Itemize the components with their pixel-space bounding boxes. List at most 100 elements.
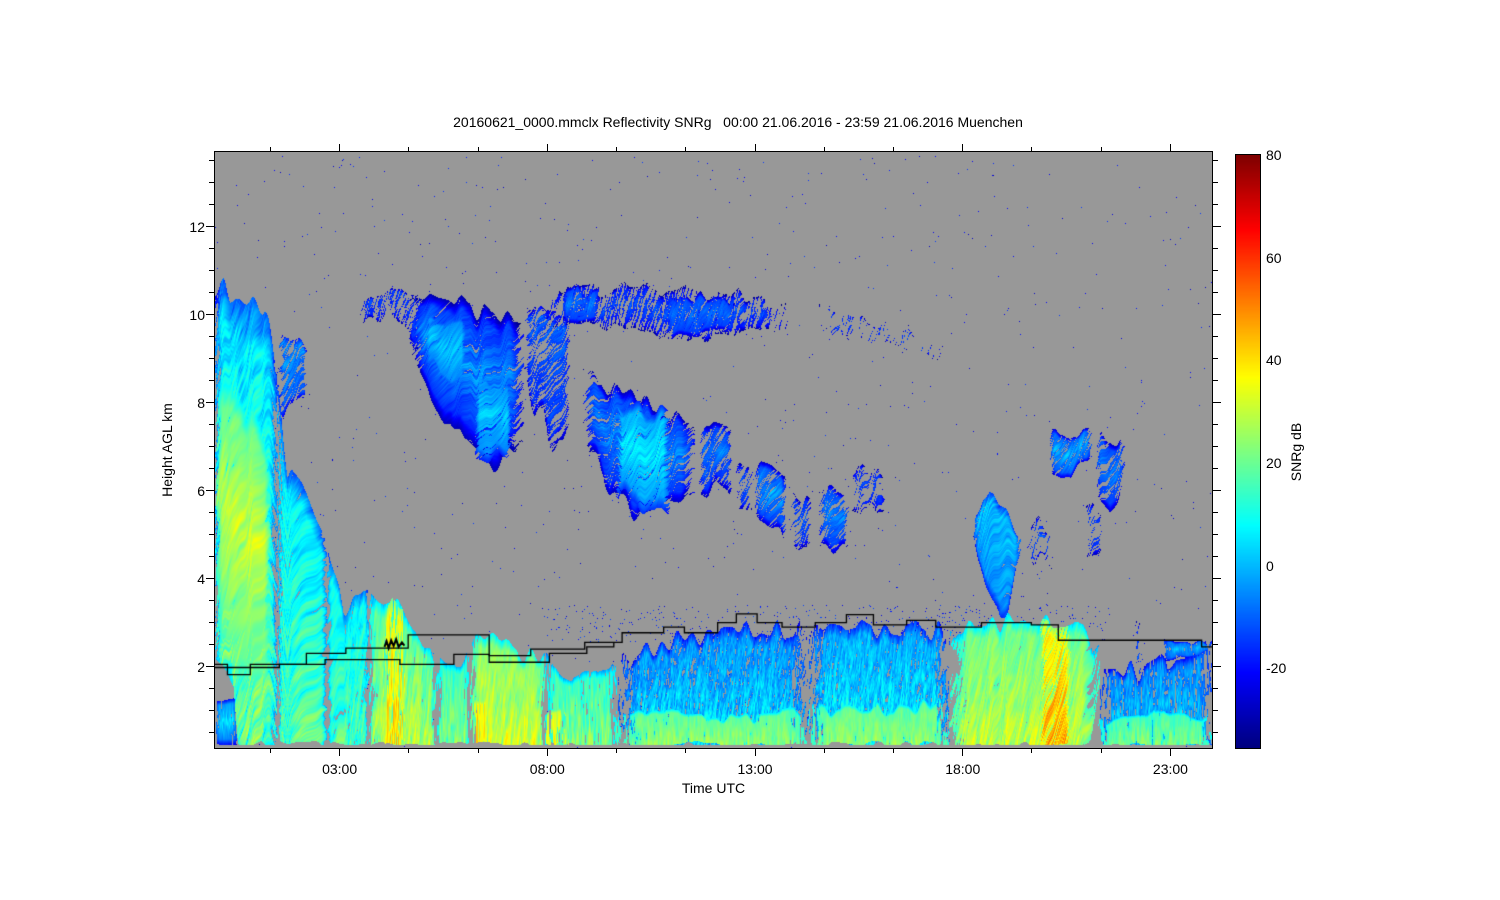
y-axis-minor-tick [1212, 446, 1218, 448]
x-axis-major-tick [546, 144, 548, 152]
y-axis-minor-tick [1212, 468, 1218, 470]
y-axis-minor-tick [209, 688, 215, 690]
x-axis-major-tick [1169, 748, 1171, 756]
x-axis-major-tick [754, 748, 756, 756]
y-axis-minor-tick [1212, 732, 1218, 734]
y-axis-minor-tick [209, 248, 215, 250]
y-axis-minor-tick [1212, 160, 1218, 162]
y-axis-minor-tick [209, 424, 215, 426]
y-axis-minor-tick [1212, 380, 1218, 382]
y-axis-minor-tick [1212, 622, 1218, 624]
y-axis-minor-tick [209, 446, 215, 448]
plot-title: 20160621_0000.mmclx Reflectivity SNRg 00… [453, 114, 1023, 130]
y-axis-tick-label: 12 [189, 218, 205, 235]
y-axis-major-tick [206, 666, 215, 668]
x-axis-minor-tick [477, 147, 479, 152]
x-axis-tick-label: 03:00 [322, 761, 358, 777]
y-axis-minor-tick [209, 556, 215, 558]
y-axis-tick-label: 2 [197, 658, 205, 675]
colorbar-tick-label: 60 [1266, 249, 1282, 266]
x-axis-minor-tick [1100, 748, 1102, 753]
x-axis-minor-tick [685, 147, 687, 152]
colorbar-tick-label: 40 [1266, 352, 1282, 369]
x-axis-minor-tick [408, 147, 410, 152]
y-axis-minor-tick [1212, 204, 1218, 206]
y-axis-tick-label: 6 [197, 482, 205, 499]
y-axis-minor-tick [1212, 556, 1218, 558]
y-axis-major-tick [206, 314, 215, 316]
y-axis-minor-tick [1212, 358, 1218, 360]
y-axis-minor-tick [1212, 248, 1218, 250]
colorbar-tick-label: -20 [1266, 660, 1287, 677]
y-axis-minor-tick [1212, 688, 1218, 690]
y-axis-minor-tick [1212, 644, 1218, 646]
y-axis-minor-tick [209, 732, 215, 734]
y-axis-minor-tick [1212, 292, 1218, 294]
y-axis-title: Height AGL km [159, 403, 175, 497]
y-axis-major-tick [206, 226, 215, 228]
y-axis-minor-tick [1212, 512, 1218, 514]
x-axis-minor-tick [269, 147, 271, 152]
x-axis-tick-label: 08:00 [529, 761, 565, 777]
y-axis-major-tick [1212, 314, 1221, 316]
x-axis-tick-label: 18:00 [945, 761, 981, 777]
y-axis-major-tick [206, 490, 215, 492]
x-axis-minor-tick [1031, 748, 1033, 753]
x-axis-tick-label: 23:00 [1152, 761, 1188, 777]
y-axis-minor-tick [209, 292, 215, 294]
colorbar-tick-label: 80 [1266, 147, 1282, 163]
x-axis-minor-tick [616, 147, 618, 152]
x-axis-major-tick [339, 748, 341, 756]
colorbar-title: SNRg dB [1288, 422, 1304, 482]
x-axis-major-tick [962, 748, 964, 756]
y-axis-minor-tick [209, 160, 215, 162]
y-axis-minor-tick [209, 358, 215, 360]
y-axis-minor-tick [209, 468, 215, 470]
y-axis-minor-tick [209, 512, 215, 514]
y-axis-minor-tick [209, 204, 215, 206]
x-axis-minor-tick [823, 147, 825, 152]
y-axis-minor-tick [1212, 710, 1218, 712]
y-axis-tick-label: 10 [189, 306, 205, 323]
y-axis-major-tick [1212, 226, 1221, 228]
colorbar-tick-label: 0 [1266, 557, 1274, 574]
y-axis-minor-tick [1212, 424, 1218, 426]
heatmap-plot-area [206, 144, 1221, 756]
y-axis-tick-label: 8 [197, 394, 205, 411]
y-axis-major-tick [1212, 666, 1221, 668]
y-axis-minor-tick [209, 534, 215, 536]
x-axis-tick-label: 13:00 [737, 761, 773, 777]
x-axis-major-tick [962, 144, 964, 152]
colorbar [1235, 154, 1261, 749]
colorbar-tick-label: 20 [1266, 455, 1282, 472]
colorbar-canvas [1236, 155, 1260, 748]
x-axis-minor-tick [408, 748, 410, 753]
x-axis-minor-tick [1031, 147, 1033, 152]
y-axis-minor-tick [209, 182, 215, 184]
x-axis-title: Time UTC [681, 780, 746, 796]
y-axis-minor-tick [209, 336, 215, 338]
x-axis-major-tick [754, 144, 756, 152]
x-axis-major-tick [1169, 144, 1171, 152]
y-axis-minor-tick [209, 710, 215, 712]
y-axis-minor-tick [1212, 534, 1218, 536]
y-axis-minor-tick [209, 600, 215, 602]
y-axis-minor-tick [209, 622, 215, 624]
y-axis-minor-tick [209, 270, 215, 272]
y-axis-minor-tick [209, 380, 215, 382]
y-axis-minor-tick [1212, 270, 1218, 272]
y-axis-minor-tick [1212, 336, 1218, 338]
y-axis-major-tick [1212, 490, 1221, 492]
x-axis-minor-tick [269, 748, 271, 753]
x-axis-major-tick [546, 748, 548, 756]
y-axis-major-tick [206, 402, 215, 404]
heatmap-canvas [215, 152, 1212, 748]
x-axis-minor-tick [616, 748, 618, 753]
y-axis-major-tick [206, 578, 215, 580]
y-axis-minor-tick [209, 644, 215, 646]
x-axis-major-tick [339, 144, 341, 152]
y-axis-major-tick [1212, 578, 1221, 580]
x-axis-minor-tick [893, 147, 894, 152]
y-axis-minor-tick [1212, 182, 1218, 184]
